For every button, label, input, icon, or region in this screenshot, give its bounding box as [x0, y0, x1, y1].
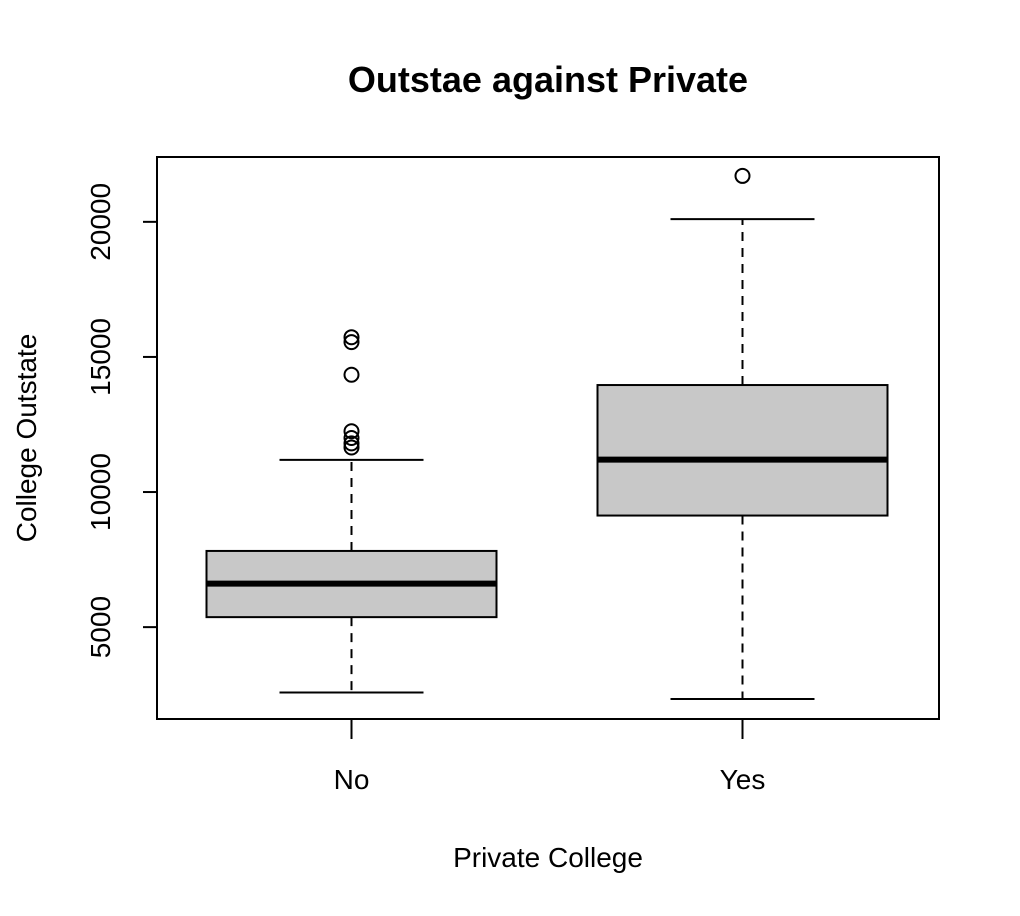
outlier-point — [343, 430, 360, 446]
outlier-point — [343, 334, 360, 351]
iqr-box — [596, 384, 889, 517]
y-tick-label: 20000 — [85, 183, 116, 261]
box-no — [205, 329, 498, 694]
chart-title: Outstae against Private — [348, 59, 748, 100]
x-axis: No Yes — [334, 719, 766, 795]
y-axis: 5000 10000 15000 20000 — [85, 183, 158, 658]
outlier-point — [734, 167, 751, 184]
outlier-point — [343, 439, 360, 456]
x-tick-label: Yes — [720, 764, 766, 795]
x-tick-label: No — [334, 764, 370, 795]
y-tick-label: 15000 — [85, 318, 116, 396]
outlier-point — [343, 366, 360, 383]
y-axis-label: College Outstate — [11, 334, 42, 543]
outlier-point — [343, 435, 360, 452]
y-tick-label: 5000 — [85, 596, 116, 658]
box-group — [205, 167, 889, 701]
outlier-point — [343, 423, 360, 440]
y-tick-label: 10000 — [85, 453, 116, 531]
outlier-point — [343, 329, 360, 346]
box-yes — [596, 167, 889, 701]
x-axis-label: Private College — [453, 842, 643, 873]
